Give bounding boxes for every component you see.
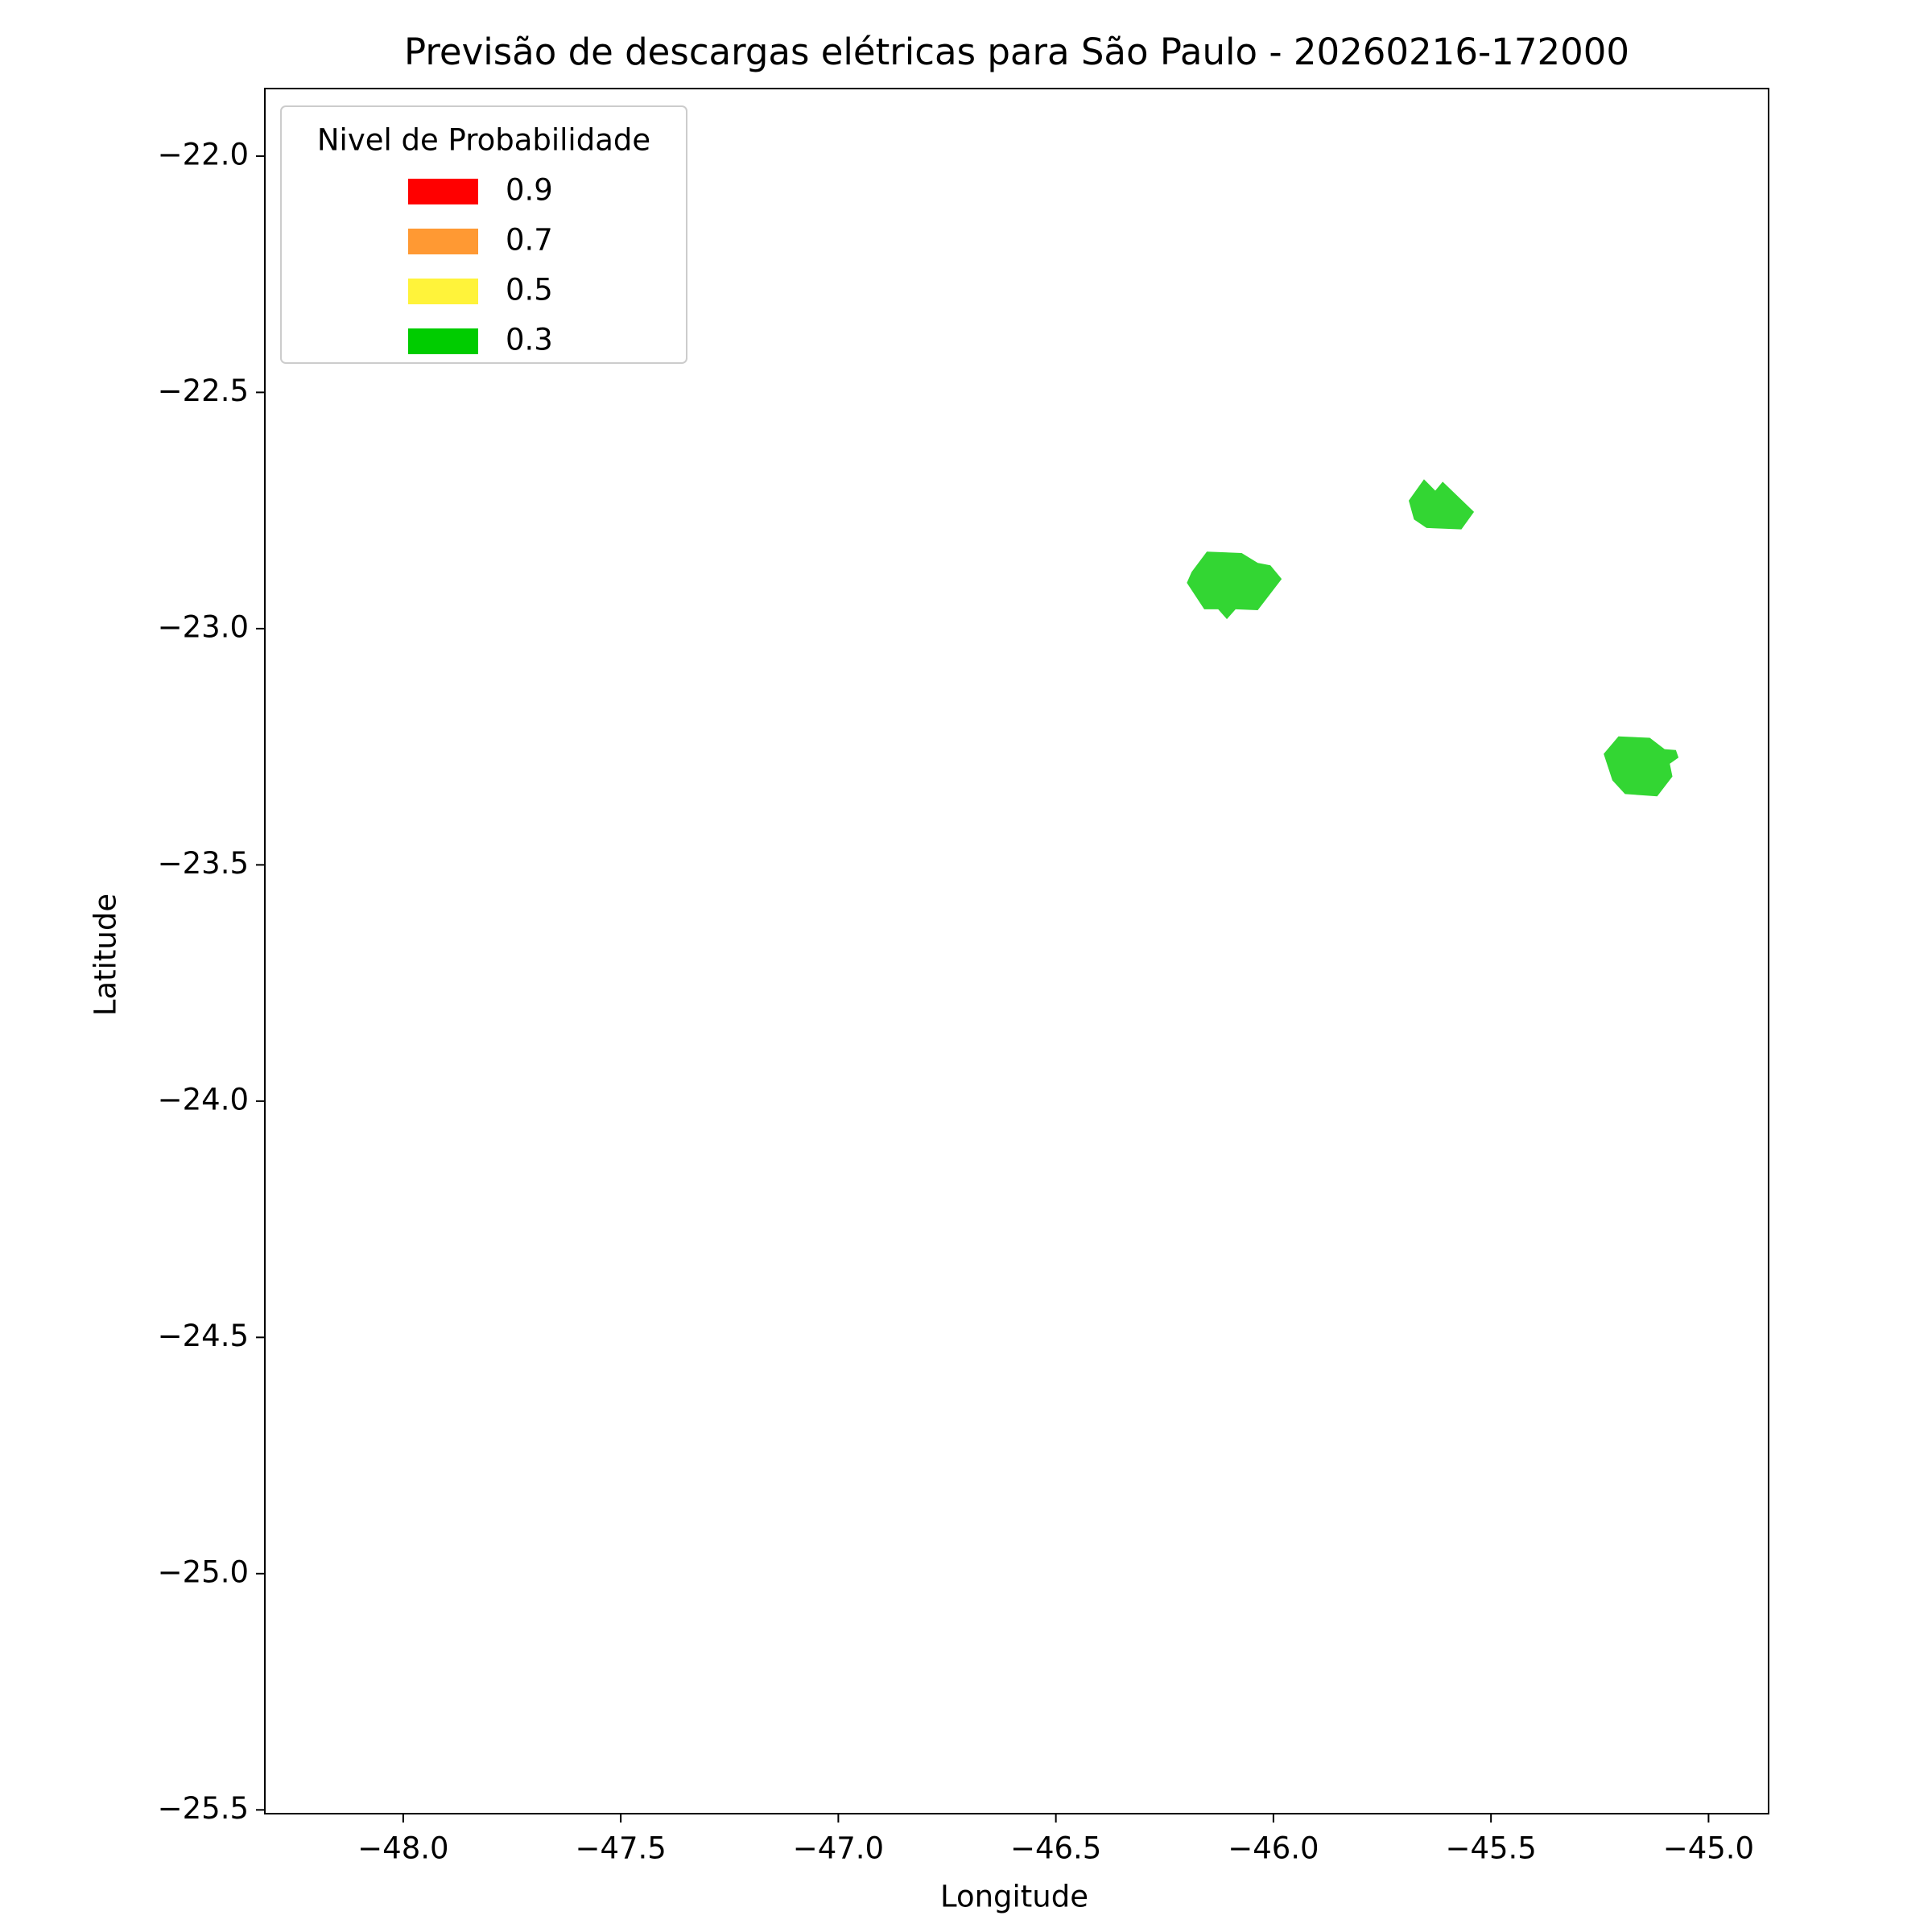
- y-axis-label: Latitude: [89, 894, 123, 1016]
- legend-label: 0.3: [506, 323, 553, 357]
- x-axis-label: Longitude: [940, 1880, 1088, 1914]
- y-tick-label: −23.5: [158, 846, 249, 881]
- legend-label: 0.7: [506, 223, 553, 258]
- legend-label: 0.5: [506, 273, 553, 308]
- legend-swatch: [408, 229, 478, 254]
- plot-frame: [264, 88, 1769, 1814]
- y-tick-label: −25.5: [158, 1791, 249, 1826]
- x-tick-label: −46.5: [1010, 1831, 1101, 1866]
- y-tick-label: −22.0: [158, 137, 249, 171]
- chart-title: Previsão de descargas elétricas para São…: [404, 31, 1629, 73]
- legend-box: [280, 105, 687, 364]
- x-tick-label: −45.0: [1663, 1831, 1754, 1866]
- legend-swatch: [408, 328, 478, 354]
- legend-label: 0.9: [506, 173, 553, 208]
- x-tick-label: −47.0: [793, 1831, 884, 1866]
- region: [1604, 736, 1679, 797]
- region: [1187, 551, 1282, 620]
- x-tick-label: −45.5: [1445, 1831, 1536, 1866]
- x-tick-label: −48.0: [357, 1831, 448, 1866]
- y-tick-label: −24.5: [158, 1319, 249, 1353]
- region: [1408, 479, 1475, 530]
- x-tick-label: −47.5: [575, 1831, 666, 1866]
- x-tick-label: −46.0: [1228, 1831, 1319, 1866]
- y-tick-label: −22.5: [158, 374, 249, 408]
- y-tick-label: −24.0: [158, 1082, 249, 1117]
- y-tick-label: −23.0: [158, 609, 249, 644]
- legend-swatch: [408, 279, 478, 304]
- legend-title: Nivel de Probabilidade: [317, 123, 650, 158]
- y-tick-label: −25.0: [158, 1554, 249, 1589]
- legend-swatch: [408, 179, 478, 204]
